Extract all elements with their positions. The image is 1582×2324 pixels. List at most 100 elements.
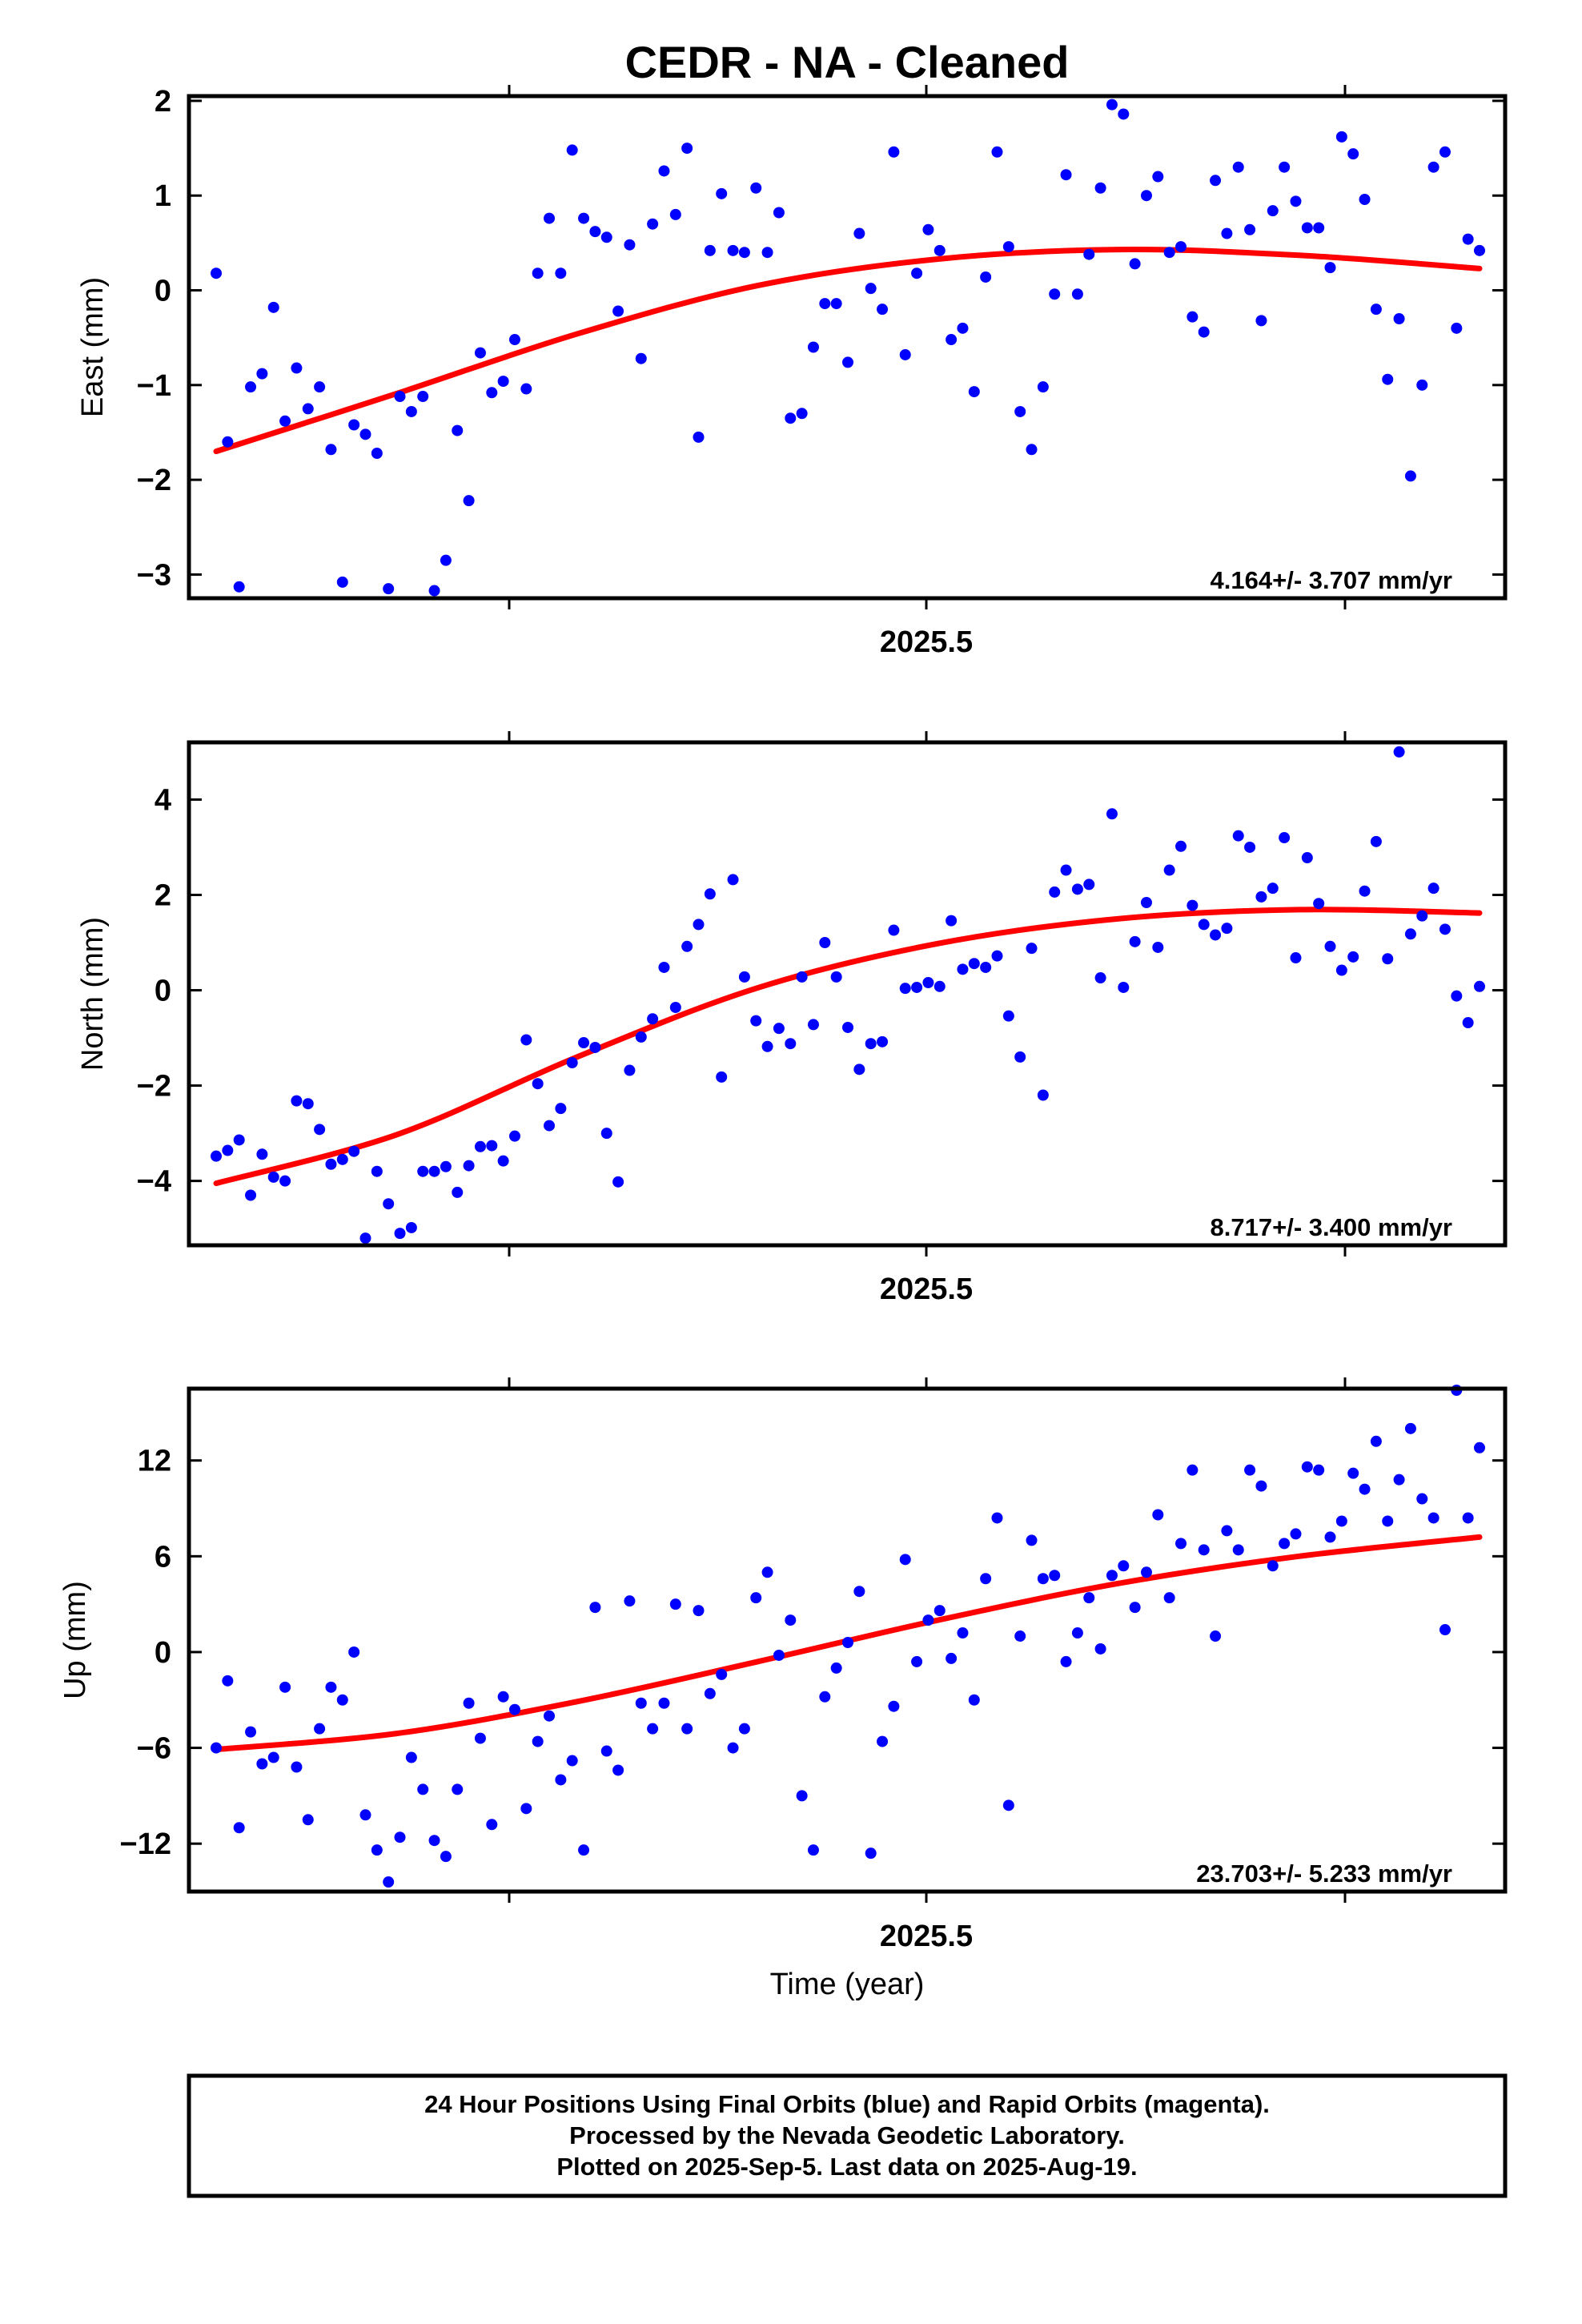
north-data-point	[830, 971, 842, 983]
north-data-point	[1140, 897, 1152, 909]
north-data-point	[785, 1038, 797, 1050]
up-ytick-label: 0	[155, 1636, 171, 1670]
up-data-point	[1163, 1592, 1175, 1604]
north-data-point	[267, 1171, 279, 1183]
chart-title: CEDR - NA - Cleaned	[625, 37, 1070, 87]
east-data-point	[532, 267, 544, 279]
north-data-point	[440, 1160, 452, 1172]
east-data-point	[211, 267, 222, 279]
up-data-point	[1118, 1560, 1130, 1572]
up-data-point	[693, 1605, 705, 1617]
up-data-point	[727, 1742, 739, 1754]
footer-line-3: Plotted on 2025-Sep-5. Last data on 2025…	[556, 2153, 1137, 2181]
north-data-point	[612, 1176, 624, 1188]
up-data-point	[1474, 1441, 1485, 1454]
east-data-point	[1335, 131, 1347, 143]
east-data-point	[957, 322, 969, 334]
north-data-point	[1037, 1089, 1049, 1101]
up-data-point	[1186, 1464, 1199, 1476]
up-xtick-label: 2025.5	[880, 1920, 973, 1953]
north-data-point	[1175, 840, 1187, 852]
east-fit-layer	[213, 247, 1483, 455]
up-rate-label: 23.703+/- 5.233 mm/yr	[1196, 1860, 1452, 1888]
north-fit-line	[213, 907, 1483, 1187]
up-data-point	[371, 1844, 383, 1856]
north-data-point	[578, 1037, 590, 1049]
up-ytick-label: −6	[137, 1732, 171, 1766]
up-ylabel: Up (mm)	[58, 1581, 92, 1699]
north-data-point	[773, 1023, 785, 1035]
north-data-point	[1267, 883, 1279, 895]
up-data-point	[1370, 1435, 1382, 1447]
up-ytick-label: 6	[155, 1540, 171, 1574]
north-xtick-label: 2025.5	[880, 1273, 973, 1306]
east-data-point	[1359, 193, 1371, 205]
north-panel: 4 2 0 −2 −4 North (mm) 2025.5 8.717+/- 3.400…	[76, 731, 1508, 1306]
north-data-point	[1393, 746, 1405, 758]
up-data-point	[256, 1758, 268, 1770]
up-data-point	[314, 1723, 326, 1735]
east-data-point	[635, 352, 647, 364]
up-data-point	[1152, 1509, 1164, 1521]
up-data-point	[291, 1761, 303, 1773]
up-data-point	[1060, 1655, 1072, 1667]
up-data-point	[348, 1646, 360, 1658]
x-axis-label: Time (year)	[770, 1968, 925, 2001]
up-data-point	[245, 1726, 257, 1738]
east-data-point	[325, 444, 337, 456]
north-data-point	[704, 888, 716, 900]
up-data-point	[899, 1554, 911, 1566]
north-data-point	[842, 1021, 853, 1033]
north-xticks	[508, 731, 1347, 1256]
up-data-point	[911, 1655, 923, 1667]
up-data-point	[1301, 1461, 1313, 1473]
north-data-point	[1416, 910, 1428, 922]
up-data-point	[1359, 1483, 1371, 1495]
east-data-point	[1462, 233, 1474, 245]
north-data-point	[336, 1153, 348, 1165]
north-data-point	[1404, 928, 1416, 940]
up-data-point	[325, 1681, 337, 1693]
north-data-point	[1049, 886, 1061, 898]
up-data-point	[1129, 1602, 1141, 1614]
up-data-point	[1244, 1464, 1256, 1476]
east-data-point	[233, 581, 245, 593]
up-data-point	[865, 1848, 877, 1860]
north-data-point	[520, 1034, 532, 1046]
east-data-point	[842, 356, 853, 368]
north-data-point	[796, 971, 808, 983]
north-data-point	[1290, 952, 1302, 964]
north-data-point	[544, 1120, 556, 1132]
up-data-point	[785, 1614, 797, 1626]
east-data-point	[1037, 381, 1049, 393]
east-data-point	[1451, 322, 1463, 334]
north-ytick-label: −4	[137, 1165, 171, 1199]
north-data-point	[1152, 941, 1164, 953]
up-data-point	[1083, 1592, 1095, 1604]
up-data-point	[819, 1691, 831, 1703]
up-data-point	[452, 1783, 464, 1795]
up-data-point	[1427, 1512, 1439, 1524]
east-data-point	[1163, 247, 1175, 259]
up-data-point	[508, 1703, 520, 1715]
up-data-point	[658, 1697, 670, 1709]
east-data-point	[773, 207, 785, 219]
up-data-point	[233, 1822, 245, 1834]
east-data-point	[417, 391, 429, 403]
north-data-point	[807, 1019, 819, 1031]
up-data-point	[474, 1732, 486, 1744]
up-data-point	[1221, 1525, 1233, 1537]
up-data-point	[1037, 1573, 1049, 1585]
east-data-point	[853, 227, 865, 239]
east-data-point	[555, 267, 567, 279]
east-data-point	[612, 305, 624, 317]
east-plot-frame	[187, 94, 1508, 601]
north-data-point	[727, 874, 739, 886]
north-data-point	[1060, 864, 1072, 876]
up-data-point	[267, 1751, 279, 1763]
up-data-point	[589, 1602, 601, 1614]
up-data-point	[1106, 1570, 1118, 1582]
north-data-point	[325, 1158, 337, 1170]
up-data-point	[946, 1652, 958, 1664]
north-data-point	[761, 1040, 773, 1052]
